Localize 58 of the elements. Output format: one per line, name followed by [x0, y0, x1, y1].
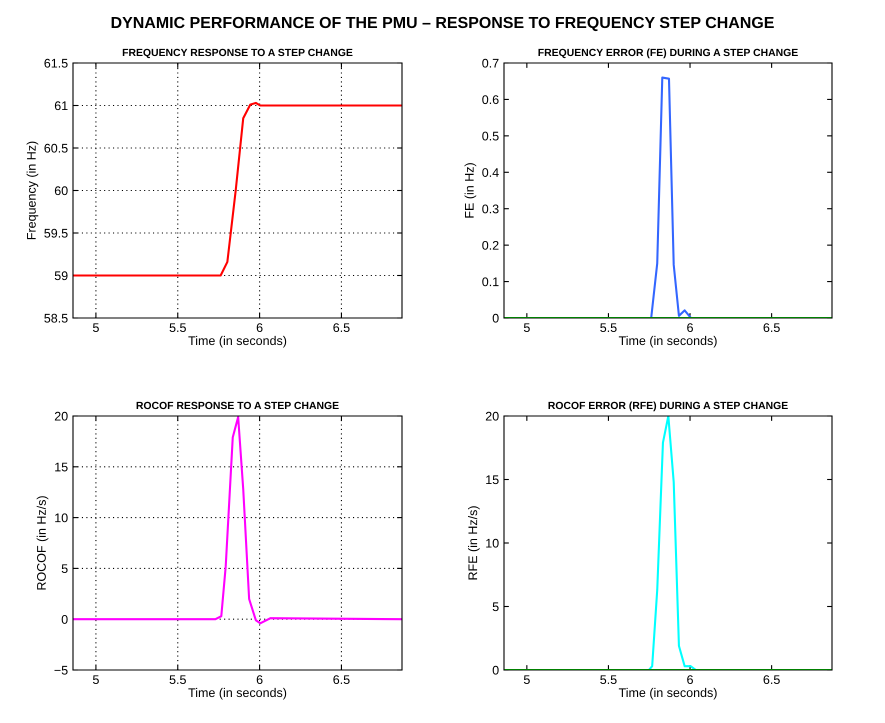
- y-tick-label: 0: [492, 314, 499, 323]
- x-axis-title: Time (in seconds): [618, 688, 717, 700]
- y-tick-label: 15: [486, 475, 499, 484]
- x-tick-label: 6.5: [764, 323, 780, 332]
- y-tick-label: 59: [54, 271, 68, 280]
- x-tick-label: 5: [524, 675, 530, 684]
- line-series: [73, 102, 402, 277]
- x-tick-label: 6.5: [764, 675, 780, 684]
- y-tick-label: 0: [492, 666, 499, 675]
- y-axis-title: Frequency (in Hz): [26, 142, 38, 240]
- x-tick-label: 5.5: [600, 323, 617, 332]
- y-tick-label: 58.5: [44, 314, 68, 323]
- chart-title: ROCOF RESPONSE TO A STEP CHANGE: [136, 402, 339, 410]
- y-axis-title: ROCOF (in Hz/s): [36, 496, 48, 590]
- x-axis-title: Time (in seconds): [188, 688, 286, 700]
- y-tick-label: 60.5: [44, 144, 68, 153]
- y-tick-label: 0.1: [482, 277, 499, 286]
- y-tick-label: 0.6: [482, 95, 499, 104]
- y-tick-label: 61: [54, 101, 68, 110]
- y-tick-label: 5: [492, 602, 499, 612]
- x-tick-label: 6: [687, 675, 693, 684]
- y-axis-title: FE (in Hz): [464, 163, 476, 218]
- y-tick-label: −5: [54, 666, 68, 675]
- y-tick-label: 10: [486, 538, 499, 548]
- y-tick-label: 0.5: [482, 132, 499, 141]
- y-tick-label: 0: [62, 615, 68, 624]
- chart-title: FREQUENCY RESPONSE TO A STEP CHANGE: [122, 48, 352, 58]
- x-tick-label: 5: [92, 675, 99, 684]
- y-tick-label: 15: [55, 462, 68, 472]
- x-tick-label: 6.5: [333, 675, 350, 684]
- y-tick-label: 0.2: [482, 240, 499, 250]
- x-tick-label: 5: [92, 323, 99, 332]
- y-tick-label: 5: [62, 564, 68, 574]
- x-tick-label: 5.5: [170, 675, 186, 684]
- x-tick-label: 5: [524, 323, 530, 332]
- text: DYNAMIC PERFORMANCE OF THE PMU – RESPONSE TO FREQUENCY STEP CHANGE: [112, 16, 774, 32]
- y-tick-label: 20: [54, 412, 68, 421]
- x-tick-label: 6: [687, 323, 693, 332]
- chart-title: ROCOF ERROR (RFE) DURING A STEP CHANGE: [548, 402, 788, 412]
- x-tick-label: 6: [256, 675, 263, 684]
- y-tick-label: 60: [54, 186, 68, 196]
- y-tick-label: 0.4: [482, 168, 499, 177]
- y-tick-label: 59.5: [44, 228, 68, 238]
- x-axis-title: Time (in seconds): [188, 336, 286, 348]
- x-axis-title: Time (in seconds): [618, 336, 717, 348]
- y-tick-label: 0.3: [482, 204, 499, 214]
- y-tick-label: 0.7: [482, 58, 499, 68]
- x-tick-label: 6.5: [333, 323, 350, 332]
- line-series: [650, 76, 692, 318]
- y-axis-title: RFE (in Hz/s): [468, 506, 480, 580]
- y-tick-label: 20: [486, 412, 499, 421]
- chart-title: FREQUENCY ERROR (FE) DURING A STEP CHANGE: [538, 48, 798, 58]
- x-tick-label: 5.5: [170, 323, 186, 332]
- line-series: [648, 416, 697, 670]
- x-tick-label: 6: [256, 323, 263, 332]
- y-tick-label: 10: [55, 513, 68, 522]
- y-tick-label: 61.5: [44, 58, 68, 68]
- x-tick-label: 5.5: [600, 675, 617, 684]
